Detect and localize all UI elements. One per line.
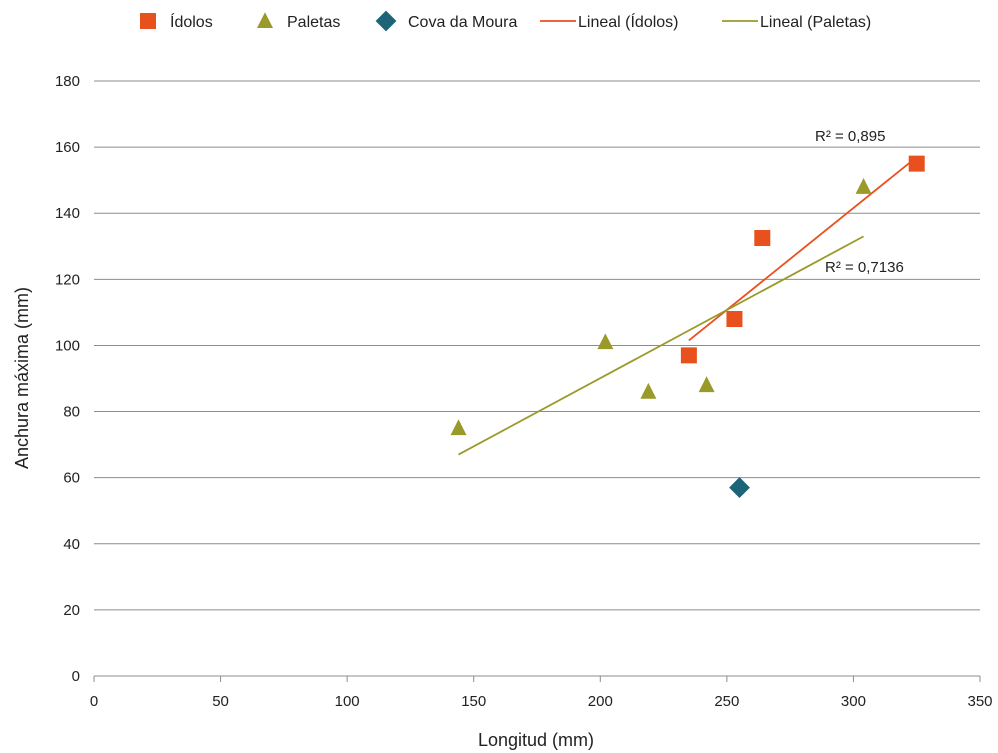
point-square (726, 311, 743, 327)
point-triangle (597, 333, 614, 350)
x-tick-label: 300 (841, 693, 866, 710)
legend-label: Lineal (Ídolos) (578, 12, 679, 31)
x-tick-label: 150 (461, 693, 486, 710)
y-tick-label: 80 (63, 404, 80, 421)
x-tick-label: 200 (588, 693, 613, 710)
y-tick-label: 40 (63, 536, 80, 553)
y-tick-label: 100 (55, 337, 80, 354)
point-triangle (698, 376, 715, 393)
axes: 0 20 40 60 80 100 120 140 160 180 0 50 100 150 200 250 3… (55, 73, 993, 710)
x-tick-label: 100 (335, 693, 360, 710)
x-tick-label: 0 (90, 693, 98, 710)
legend: Ídolos Paletas Cova da Moura Lineal (Ídolos… (140, 10, 871, 32)
legend-label: Lineal (Paletas) (760, 14, 871, 31)
data-points (450, 155, 925, 498)
legend-item-5: Lineal (Paletas) (722, 14, 871, 31)
legend-label: Ídolos (170, 12, 213, 31)
point-triangle (855, 177, 872, 194)
legend-marker-diamond (375, 10, 397, 32)
point-square (680, 347, 697, 364)
grid-lines (94, 80, 980, 611)
legend-label: Paletas (287, 14, 340, 31)
point-triangle (450, 419, 467, 436)
x-tick-label: 350 (967, 693, 992, 710)
legend-label: Cova da Moura (408, 14, 517, 31)
x-tick-label: 250 (714, 693, 739, 710)
legend-item-2: Paletas (257, 12, 340, 31)
legend-item-1: Ídolos (140, 12, 213, 31)
legend-marker-triangle (257, 12, 273, 29)
point-triangle (640, 382, 657, 399)
y-tick-label: 140 (55, 205, 80, 222)
point-square (908, 155, 925, 172)
point-square (754, 230, 771, 247)
trendlines: R² = 0,895 R² = 0,7136 (458, 128, 918, 456)
r-squared-label: R² = 0,7136 (825, 259, 904, 276)
legend-item-4: Lineal (Ídolos) (540, 12, 679, 31)
y-tick-label: 0 (72, 668, 80, 685)
y-tick-label: 120 (55, 271, 80, 288)
x-tick-label: 50 (212, 693, 229, 710)
y-tick-label: 20 (63, 602, 80, 619)
legend-marker-square (140, 13, 156, 29)
r-squared-label: R² = 0,895 (815, 128, 885, 145)
y-tick-label: 180 (55, 73, 80, 90)
y-tick-label: 160 (55, 139, 80, 156)
x-axis-label: Longitud (mm) (478, 730, 594, 750)
legend-item-3: Cova da Moura (375, 10, 517, 32)
point-diamond (729, 477, 750, 498)
y-tick-label: 60 (63, 470, 80, 487)
trendline-paletas (458, 235, 864, 456)
y-axis-label: Anchura máxima (mm) (12, 287, 32, 469)
